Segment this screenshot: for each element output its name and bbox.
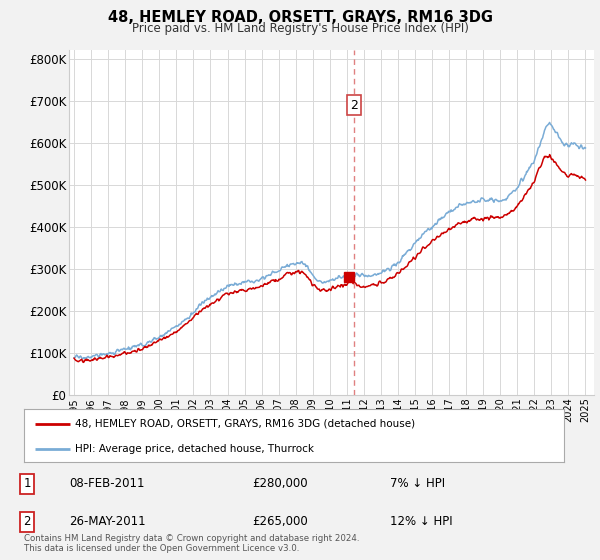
Text: 2: 2 xyxy=(23,515,31,529)
Text: 2: 2 xyxy=(350,99,358,111)
Text: Contains HM Land Registry data © Crown copyright and database right 2024.
This d: Contains HM Land Registry data © Crown c… xyxy=(24,534,359,553)
Text: HPI: Average price, detached house, Thurrock: HPI: Average price, detached house, Thur… xyxy=(76,444,314,454)
Text: 26-MAY-2011: 26-MAY-2011 xyxy=(69,515,146,529)
Text: 1: 1 xyxy=(23,477,31,491)
Text: 48, HEMLEY ROAD, ORSETT, GRAYS, RM16 3DG: 48, HEMLEY ROAD, ORSETT, GRAYS, RM16 3DG xyxy=(107,10,493,25)
Text: 7% ↓ HPI: 7% ↓ HPI xyxy=(390,477,445,491)
Text: £280,000: £280,000 xyxy=(252,477,308,491)
Text: Price paid vs. HM Land Registry's House Price Index (HPI): Price paid vs. HM Land Registry's House … xyxy=(131,22,469,35)
Text: 48, HEMLEY ROAD, ORSETT, GRAYS, RM16 3DG (detached house): 48, HEMLEY ROAD, ORSETT, GRAYS, RM16 3DG… xyxy=(76,419,415,429)
Text: £265,000: £265,000 xyxy=(252,515,308,529)
Text: 12% ↓ HPI: 12% ↓ HPI xyxy=(390,515,452,529)
Text: 08-FEB-2011: 08-FEB-2011 xyxy=(69,477,145,491)
